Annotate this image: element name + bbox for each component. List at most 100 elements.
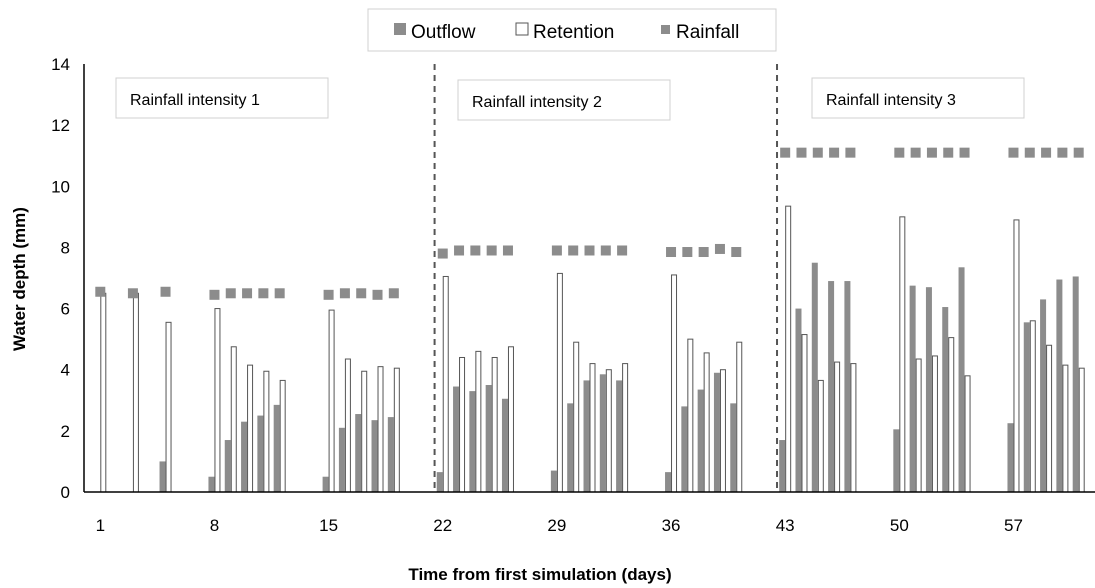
retention-bar — [132, 292, 139, 493]
outflow-bar — [550, 470, 557, 492]
legend-swatch-outflow — [394, 23, 406, 35]
rainfall-marker — [714, 243, 725, 254]
rainfall-marker — [356, 288, 367, 299]
outflow-bar — [795, 308, 802, 492]
rainfall-marker — [372, 289, 383, 300]
outflow-bar — [828, 281, 835, 492]
x-tick-label: 29 — [547, 516, 566, 535]
outflow-bar — [355, 414, 362, 492]
retention-bar — [459, 356, 466, 493]
plot-area: 0 2 4 6 8 10 12 14 1 8 15 22 29 36 43 50 57 — [51, 55, 1095, 535]
retention-bar — [736, 341, 743, 493]
legend-box — [367, 8, 777, 52]
retention-bar — [1062, 364, 1069, 493]
rainfall-marker — [812, 147, 823, 158]
rainfall-marker — [959, 147, 970, 158]
x-tick-label: 1 — [96, 516, 105, 535]
outflow-bar — [893, 429, 900, 492]
rainfall-marker — [1024, 147, 1035, 158]
rainfall-marker — [698, 247, 709, 258]
retention-bar — [1046, 344, 1053, 493]
retention-bar — [589, 363, 596, 493]
rainfall-marker — [943, 147, 954, 158]
rainfall-marker — [682, 247, 693, 258]
rainfall-marker — [323, 289, 334, 300]
x-tick-label: 15 — [319, 516, 338, 535]
outflow-bar — [1056, 279, 1063, 492]
retention-bar — [263, 370, 270, 493]
rainfall-marker — [388, 288, 399, 299]
outflow-bar — [616, 380, 623, 492]
rainfall-marker — [470, 245, 481, 256]
rainfall-marker — [437, 248, 448, 259]
legend-label-retention: Retention — [533, 22, 614, 43]
outflow-bar — [958, 267, 965, 492]
y-tick-label: 12 — [51, 116, 70, 135]
outflow-bar — [942, 307, 949, 492]
outflow-bar — [224, 440, 231, 492]
retention-bar — [915, 358, 922, 493]
outflow-bar — [1023, 322, 1030, 492]
retention-bar — [703, 352, 710, 493]
outflow-bar — [844, 281, 851, 492]
outflow-bar — [599, 374, 606, 492]
retention-bar — [622, 363, 629, 493]
rainfall-marker — [160, 286, 171, 297]
retention-bar — [1013, 219, 1020, 493]
retention-bar — [214, 308, 221, 493]
retention-bar — [719, 369, 726, 493]
retention-bar — [817, 379, 824, 493]
outflow-bar — [697, 389, 704, 492]
retention-bar — [785, 205, 792, 493]
retention-bar — [1029, 320, 1036, 493]
rainfall-marker — [486, 245, 497, 256]
outflow-bar — [159, 461, 166, 492]
outflow-bar — [453, 386, 460, 492]
outflow-bar — [567, 403, 574, 492]
outflow-bar — [713, 372, 720, 492]
outflow-bar — [925, 287, 932, 492]
region-label-1: Rainfall intensity 1 — [130, 92, 260, 109]
rainfall-marker — [242, 288, 253, 299]
region-label-box-1 — [115, 77, 329, 119]
outflow-bar — [208, 476, 215, 492]
outflow-bar — [485, 385, 492, 492]
retention-bar — [605, 369, 612, 493]
rainfall-marker — [666, 247, 677, 258]
rainfall-marker — [258, 288, 269, 299]
retention-bar — [442, 275, 449, 493]
outflow-bar — [322, 476, 329, 492]
rainfall-marker — [454, 245, 465, 256]
retention-bar — [687, 338, 694, 493]
rainfall-marker — [731, 247, 742, 258]
outflow-bar — [811, 262, 818, 492]
outflow-bar — [681, 406, 688, 492]
legend-swatch-retention — [515, 22, 529, 36]
retention-bar — [100, 292, 107, 493]
retention-bar — [230, 346, 237, 493]
outflow-bar — [273, 404, 280, 492]
chart-legend: Outflow Retention Rainfall — [367, 8, 777, 52]
region-label-2: Rainfall intensity 2 — [472, 94, 602, 111]
outflow-bar — [1007, 423, 1014, 492]
retention-bar — [1078, 367, 1085, 493]
x-axis-title: Time from first simulation (days) — [408, 565, 671, 584]
y-tick-label: 2 — [61, 422, 70, 441]
outflow-bar — [371, 420, 378, 492]
x-tick-label: 50 — [890, 516, 909, 535]
retention-bar — [475, 350, 482, 493]
y-tick-label: 14 — [51, 55, 70, 74]
x-tick-label: 36 — [662, 516, 681, 535]
rainfall-marker — [829, 147, 840, 158]
outflow-bar — [241, 421, 248, 492]
y-axis-title: Water depth (mm) — [10, 207, 29, 351]
outflow-bar — [338, 427, 345, 492]
x-tick-label: 22 — [433, 516, 452, 535]
region-label-3: Rainfall intensity 3 — [826, 92, 956, 109]
outflow-bar — [469, 391, 476, 492]
retention-bar — [491, 356, 498, 493]
retention-bar — [964, 375, 971, 493]
rainfall-marker — [1057, 147, 1068, 158]
rainfall-marker — [617, 245, 628, 256]
retention-bar — [344, 358, 351, 493]
